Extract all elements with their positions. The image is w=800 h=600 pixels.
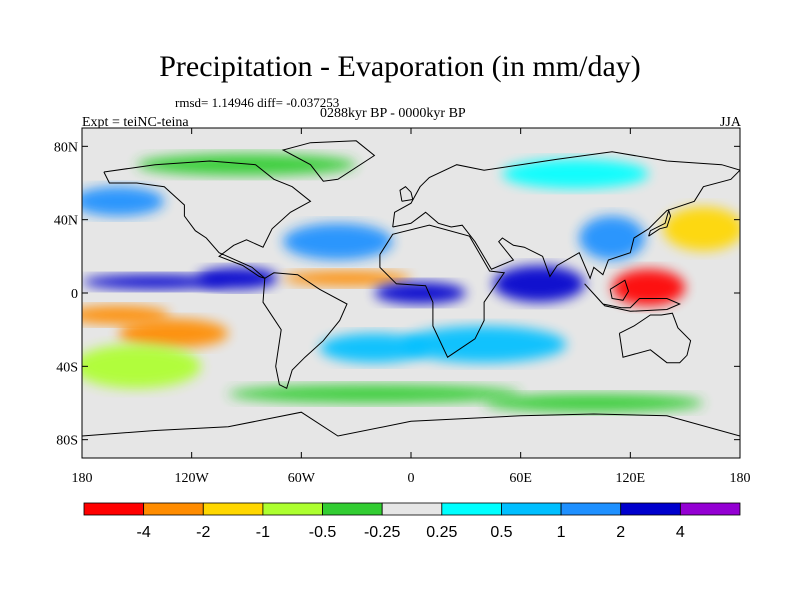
field-shading <box>82 153 740 413</box>
colorbar-label: -4 <box>137 524 151 541</box>
lon-tick-label: 60W <box>288 471 316 486</box>
lat-tick-label: 40N <box>54 214 78 229</box>
lon-tick-label: 60E <box>509 471 532 486</box>
field-region-africa-sahel-wet <box>374 282 466 304</box>
coastline-australia <box>618 312 692 364</box>
field-region-siberia-wet <box>502 159 649 189</box>
lon-tick-label: 120E <box>616 471 646 486</box>
field-region-indian-ocean-wet <box>493 265 585 303</box>
colorbar-swatch <box>322 502 383 516</box>
colorbar-swatch <box>560 502 622 516</box>
lat-tick-label: 80S <box>56 434 78 449</box>
colorbar-label: 0.5 <box>490 524 512 541</box>
field-region-north-atlantic-wet <box>283 223 393 260</box>
field-region-south-pacific-dry-tail <box>118 318 229 349</box>
colorbar-label: 4 <box>676 524 685 541</box>
field-region-atlantic-dry <box>283 271 411 286</box>
field-region-southern-ocean-green-2 <box>484 393 704 413</box>
field-region-south-atlantic-wet <box>319 333 430 363</box>
axis-ticks: 80N 40N 0 40S 80S 180 120W 60W 0 60E 120E 180 <box>54 128 751 486</box>
lon-tick-label: 120W <box>175 471 210 486</box>
field-region-south-indian-wet <box>401 326 567 363</box>
coastlines <box>82 140 740 437</box>
coastline-greenland <box>281 140 376 182</box>
lon-tick-label: 180 <box>72 471 93 486</box>
field-region-south-pacific-dry-band <box>82 305 170 325</box>
colorbar-label: -0.5 <box>309 524 337 541</box>
field-region-north-pacific-wet <box>82 186 165 216</box>
field-region-southern-ocean-green <box>228 384 521 404</box>
coastline-uk <box>399 186 414 202</box>
field-region-arctic-green <box>136 153 357 176</box>
lon-tick-label: 0 <box>408 471 415 486</box>
lat-tick-label: 80N <box>54 140 78 155</box>
colorbar-swatch <box>620 502 681 516</box>
colorbar-label: -2 <box>196 524 210 541</box>
coastline-north-america <box>103 160 312 279</box>
colorbar-swatch <box>202 502 264 516</box>
colorbar-label: 1 <box>557 524 566 541</box>
lat-tick-label: 40S <box>56 360 78 375</box>
colorbar-label: -0.25 <box>364 524 401 541</box>
colorbar-swatch <box>679 502 741 516</box>
colorbar-swatch <box>381 502 443 516</box>
field-region-east-asia-wet <box>579 216 645 260</box>
lat-tick-label: 0 <box>71 287 78 302</box>
coastline-africa <box>379 224 506 358</box>
field-region-south-pacific-green <box>82 344 201 389</box>
field-region-west-pacific-dry-core <box>612 269 686 306</box>
colorbar-label: 0.25 <box>426 524 457 541</box>
lon-tick-label: 180 <box>730 471 751 486</box>
period-label: 0288kyr BP - 0000kyr BP <box>320 106 466 121</box>
coastline-indonesia <box>584 283 681 312</box>
stats-label: rmsd= 1.14946 diff= -0.037253 <box>175 95 340 110</box>
experiment-label: Expt = teiNC-teina <box>82 115 189 130</box>
colorbar-swatch <box>143 502 204 516</box>
coastline-eurasia <box>392 151 740 280</box>
coastline-antarctica <box>82 411 740 437</box>
colorbar-swatch <box>441 502 502 516</box>
field-region-itcz-pacific <box>82 274 229 290</box>
coastline-south-america <box>262 272 348 390</box>
colorbar-swatch <box>501 502 562 516</box>
colorbar-label: 2 <box>616 524 625 541</box>
season-label: JJA <box>719 115 741 130</box>
map-panel: 80N 40N 0 40S 80S 180 120W 60W 0 60E 120E 180 <box>54 127 751 486</box>
colorbar: -4 -2 -1 -0.5 -0.25 0.25 0.5 1 2 4 <box>83 502 741 541</box>
field-region-north-pacific-dry <box>663 206 740 251</box>
coastline-japan <box>648 208 672 237</box>
colorbar-label: -1 <box>256 524 270 541</box>
coastline-borneo <box>609 279 630 301</box>
plot-title: Precipitation - Evaporation (in mm/day) <box>159 50 641 83</box>
colorbar-swatch <box>262 502 323 516</box>
colorbar-swatch <box>83 502 145 516</box>
